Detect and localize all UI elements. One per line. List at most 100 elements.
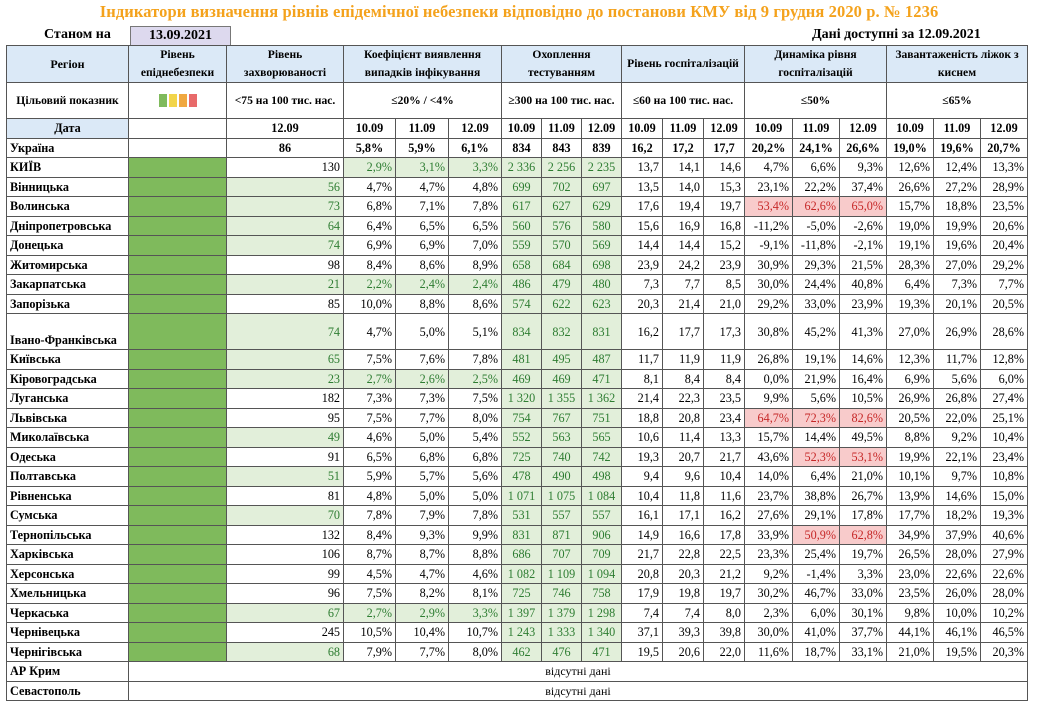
level-cell (128, 544, 227, 565)
detection-cell: 6,5% (448, 215, 502, 236)
oxygen-cell: 21,0% (886, 641, 934, 662)
table-row: КИЇВ 130 2,9% 3,1% 3,3% 2 336 2 256 2 235 13,7 14… (6, 157, 1028, 178)
date-col: 11.09 (933, 118, 981, 139)
detection-cell: 7,5% (343, 583, 396, 604)
detection-cell: 10,7% (448, 622, 502, 643)
oxygen-cell: 19,0% (886, 137, 934, 158)
hosp-cell: 14,6 (703, 157, 745, 178)
date-col: 11.09 (541, 118, 582, 139)
oxygen-cell: 26,5% (886, 544, 934, 565)
dynamics-cell: 26,7% (839, 485, 887, 506)
region-name: Хмельницька (6, 583, 129, 604)
oxygen-cell: 26,6% (886, 176, 934, 197)
testing-cell: 697 (581, 176, 622, 197)
testing-cell: 580 (581, 215, 622, 236)
table-row: Донецька 74 6,9% 6,9% 7,0% 559 570 569 14,4 14,4 1… (6, 235, 1028, 256)
dynamics-cell: 50,9% (792, 524, 840, 545)
oxygen-cell: 19,9% (886, 446, 934, 467)
dynamics-cell: 24,1% (792, 137, 840, 158)
oxygen-cell: 9,2% (933, 427, 981, 448)
region-name: Донецька (6, 235, 129, 256)
detection-cell: 8,2% (395, 583, 449, 604)
oxygen-cell: 28,3% (886, 254, 934, 275)
dynamics-cell: 0,0% (744, 368, 793, 389)
testing-cell: 622 (541, 293, 582, 314)
level-cell (128, 466, 227, 487)
hosp-cell: 15,3 (703, 176, 745, 197)
dynamics-cell: 14,0% (744, 466, 793, 487)
detection-cell: 6,8% (395, 446, 449, 467)
dynamics-cell: -5,0% (792, 215, 840, 236)
dynamics-cell: 33,0% (792, 293, 840, 314)
dynamics-cell: 64,7% (744, 407, 793, 428)
hosp-cell: 8,0 (703, 602, 745, 623)
dynamics-cell: 30,8% (744, 313, 793, 350)
dynamics-cell: 10,5% (839, 388, 887, 409)
table-row: Дніпропетровська 64 6,4% 6,5% 6,5% 560 576 580 1… (6, 215, 1028, 236)
incidence-cell: 106 (226, 544, 344, 565)
hosp-cell: 19,8 (662, 583, 704, 604)
hosp-cell: 37,1 (621, 622, 663, 643)
hosp-cell: 20,3 (621, 293, 663, 314)
testing-cell: 2 256 (541, 157, 582, 178)
testing-cell: 552 (501, 427, 542, 448)
detection-cell: 8,0% (448, 407, 502, 428)
table-row: Вінницька 56 4,7% 4,7% 4,8% 699 702 697 13,5 14,0… (6, 176, 1028, 197)
incidence-cell: 68 (226, 641, 344, 662)
region-name: Севастополь (6, 680, 129, 701)
dynamics-cell: 29,3% (792, 254, 840, 275)
incidence-cell: 132 (226, 524, 344, 545)
hosp-cell: 7,4 (621, 602, 663, 623)
testing-cell: 751 (581, 407, 622, 428)
detection-cell: 7,8% (343, 505, 396, 526)
date-col: 10.09 (343, 118, 396, 139)
detection-cell: 2,6% (395, 368, 449, 389)
date-col: 10.09 (501, 118, 542, 139)
detection-cell: 7,6% (395, 349, 449, 370)
level-cell (128, 176, 227, 197)
hosp-cell: 9,4 (621, 466, 663, 487)
testing-cell: 686 (501, 544, 542, 565)
dynamics-cell: 16,4% (839, 368, 887, 389)
oxygen-cell: 23,5% (980, 196, 1028, 217)
incidence-cell: 23 (226, 368, 344, 389)
region-name: Україна (6, 137, 129, 158)
testing-cell: 1 094 (581, 563, 622, 584)
status-date: 13.09.2021 (130, 26, 231, 46)
hosp-cell: 15,2 (703, 235, 745, 256)
oxygen-cell: 5,6% (933, 368, 981, 389)
dynamics-cell: 25,4% (792, 544, 840, 565)
testing-cell: 1 109 (541, 563, 582, 584)
detection-cell: 2,9% (343, 157, 396, 178)
hosp-cell: 11,9 (703, 349, 745, 370)
date-col: 11.09 (792, 118, 840, 139)
oxygen-cell: 20,3% (980, 641, 1028, 662)
detection-cell: 8,7% (343, 544, 396, 565)
table-row: Хмельницька 96 7,5% 8,2% 8,1% 725 746 758 17,9 19… (6, 583, 1028, 604)
hosp-cell: 14,4 (662, 235, 704, 256)
detection-cell: 5,7% (395, 466, 449, 487)
oxygen-cell: 23,0% (886, 563, 934, 584)
no-data-cell: відсутні дані (128, 680, 1028, 701)
hosp-cell: 13,7 (621, 157, 663, 178)
hosp-cell: 24,2 (662, 254, 704, 275)
detection-cell: 6,9% (343, 235, 396, 256)
level-cell (128, 505, 227, 526)
dynamics-cell: 23,1% (744, 176, 793, 197)
hosp-cell: 21,2 (703, 563, 745, 584)
detection-cell: 7,5% (343, 349, 396, 370)
header-detection: Коефіцієнт виявлення випадків інфікуванн… (343, 45, 502, 83)
hosp-cell: 19,7 (703, 196, 745, 217)
testing-cell: 2 235 (581, 157, 622, 178)
table-row: Україна 86 5,8% 5,9% 6,1% 834 843 839 16,2 17,2 17… (6, 137, 1028, 158)
dynamics-cell: -2,1% (839, 235, 887, 256)
oxygen-cell: 10,8% (980, 466, 1028, 487)
region-name: Дніпропетровська (6, 215, 129, 236)
target-detection: ≤20% / <4% (343, 82, 502, 119)
dynamics-cell: 30,0% (744, 274, 793, 295)
region-name: Київська (6, 349, 129, 370)
table-row: Луганська 182 7,3% 7,3% 7,5% 1 320 1 355 1 362 2… (6, 388, 1028, 409)
date-level (128, 118, 227, 139)
detection-cell: 6,9% (395, 235, 449, 256)
oxygen-cell: 44,1% (886, 622, 934, 643)
